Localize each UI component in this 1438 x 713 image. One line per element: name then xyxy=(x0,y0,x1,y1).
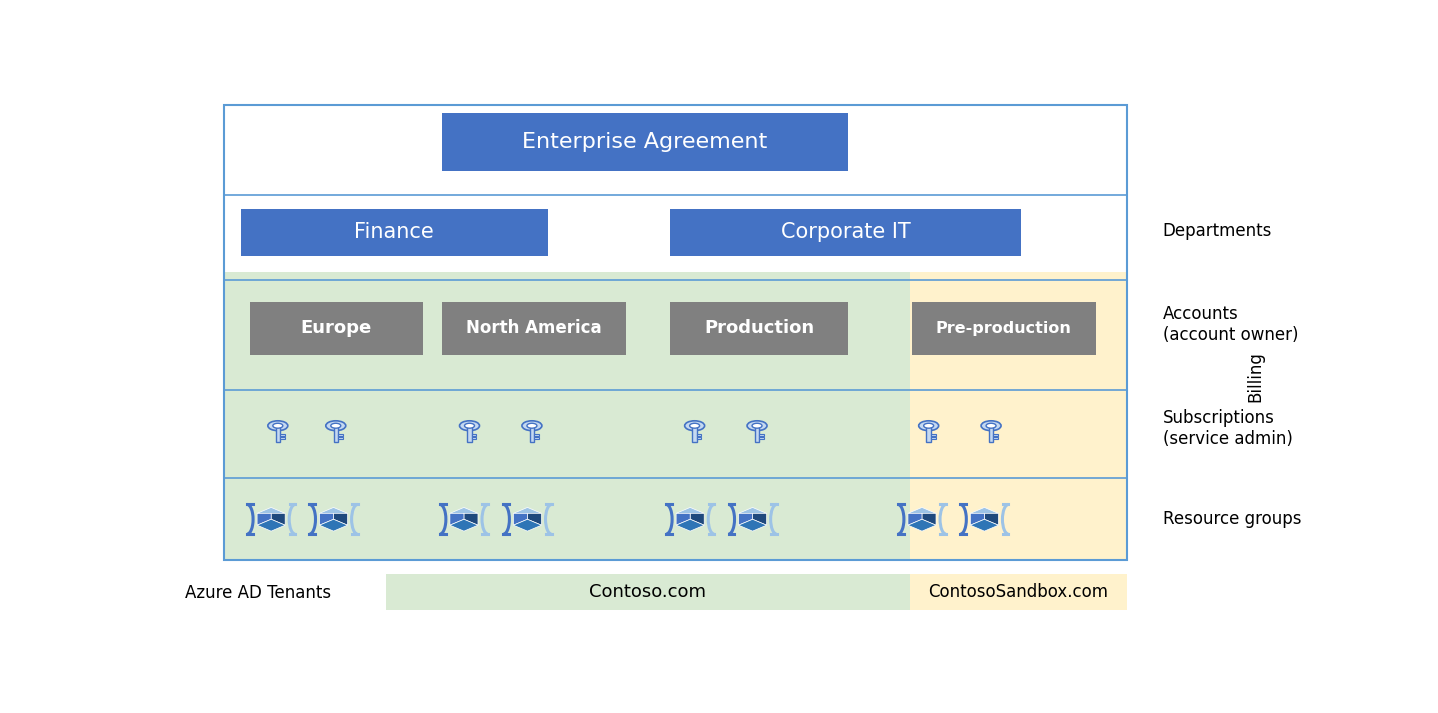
Circle shape xyxy=(522,421,542,431)
Circle shape xyxy=(326,421,345,431)
Bar xyxy=(276,426,280,442)
Text: Enterprise Agreement: Enterprise Agreement xyxy=(522,132,768,152)
Polygon shape xyxy=(739,508,766,519)
Text: North America: North America xyxy=(466,319,601,337)
Circle shape xyxy=(273,424,283,429)
Polygon shape xyxy=(739,513,752,525)
Bar xyxy=(994,434,998,436)
Bar xyxy=(755,426,759,442)
Bar xyxy=(472,434,476,436)
Circle shape xyxy=(981,421,1001,431)
Polygon shape xyxy=(319,508,348,519)
Bar xyxy=(693,426,697,442)
Polygon shape xyxy=(971,519,998,531)
Polygon shape xyxy=(513,513,528,525)
Text: Resource groups: Resource groups xyxy=(1163,511,1301,528)
Polygon shape xyxy=(450,513,464,525)
Bar xyxy=(472,437,476,439)
Circle shape xyxy=(267,421,288,431)
Polygon shape xyxy=(971,508,998,519)
Text: Subscriptions
(service admin): Subscriptions (service admin) xyxy=(1163,409,1293,448)
Text: Contoso.com: Contoso.com xyxy=(590,583,706,601)
Bar xyxy=(338,434,342,436)
Polygon shape xyxy=(985,513,998,525)
Bar xyxy=(759,437,764,439)
Bar xyxy=(250,302,423,354)
Polygon shape xyxy=(257,519,285,531)
Bar xyxy=(670,302,848,354)
Polygon shape xyxy=(528,513,542,525)
Polygon shape xyxy=(922,513,936,525)
Circle shape xyxy=(464,424,475,429)
Circle shape xyxy=(986,424,997,429)
Text: Departments: Departments xyxy=(1163,222,1273,240)
Bar xyxy=(697,434,702,436)
Bar xyxy=(670,209,1021,256)
Circle shape xyxy=(331,424,341,429)
Circle shape xyxy=(684,421,705,431)
Bar xyxy=(697,437,702,439)
Bar xyxy=(533,434,539,436)
Circle shape xyxy=(919,421,939,431)
Polygon shape xyxy=(334,513,348,525)
Polygon shape xyxy=(464,513,477,525)
Text: ContosoSandbox.com: ContosoSandbox.com xyxy=(929,583,1109,601)
Circle shape xyxy=(923,424,933,429)
Bar xyxy=(224,272,910,560)
Bar xyxy=(242,209,548,256)
Polygon shape xyxy=(450,519,477,531)
Text: Finance: Finance xyxy=(354,222,434,242)
Polygon shape xyxy=(690,513,705,525)
Polygon shape xyxy=(676,519,705,531)
Polygon shape xyxy=(513,508,542,519)
Bar xyxy=(910,272,1127,560)
Bar xyxy=(385,574,910,610)
Polygon shape xyxy=(513,519,542,531)
Bar xyxy=(912,302,1096,354)
Text: Billing: Billing xyxy=(1247,351,1264,402)
Bar xyxy=(529,426,533,442)
Bar xyxy=(467,426,472,442)
Polygon shape xyxy=(450,508,477,519)
Text: Azure AD Tenants: Azure AD Tenants xyxy=(186,585,331,602)
Polygon shape xyxy=(272,513,285,525)
Polygon shape xyxy=(907,508,936,519)
Polygon shape xyxy=(676,508,705,519)
Polygon shape xyxy=(739,519,766,531)
Bar xyxy=(338,437,342,439)
Bar xyxy=(224,105,1127,560)
Circle shape xyxy=(752,424,762,429)
Polygon shape xyxy=(676,513,690,525)
Bar xyxy=(441,302,626,354)
Polygon shape xyxy=(257,513,272,525)
Circle shape xyxy=(690,424,700,429)
Bar xyxy=(926,426,930,442)
Bar xyxy=(989,426,994,442)
Bar xyxy=(994,437,998,439)
Text: Accounts
(account owner): Accounts (account owner) xyxy=(1163,305,1299,344)
Bar xyxy=(280,434,285,436)
Circle shape xyxy=(460,421,479,431)
Polygon shape xyxy=(257,508,285,519)
Polygon shape xyxy=(907,519,936,531)
Polygon shape xyxy=(971,513,985,525)
Circle shape xyxy=(748,421,766,431)
Polygon shape xyxy=(319,519,348,531)
Circle shape xyxy=(526,424,536,429)
Bar xyxy=(930,437,936,439)
Bar xyxy=(759,434,764,436)
Polygon shape xyxy=(907,513,922,525)
Text: Corporate IT: Corporate IT xyxy=(781,222,910,242)
Bar xyxy=(441,113,848,170)
Bar xyxy=(334,426,338,442)
Polygon shape xyxy=(319,513,334,525)
Bar xyxy=(280,437,285,439)
Text: Pre-production: Pre-production xyxy=(936,321,1071,336)
Bar xyxy=(930,434,936,436)
Text: Europe: Europe xyxy=(301,319,372,337)
Text: Production: Production xyxy=(705,319,814,337)
Bar xyxy=(910,574,1127,610)
Bar xyxy=(533,437,539,439)
Polygon shape xyxy=(752,513,766,525)
